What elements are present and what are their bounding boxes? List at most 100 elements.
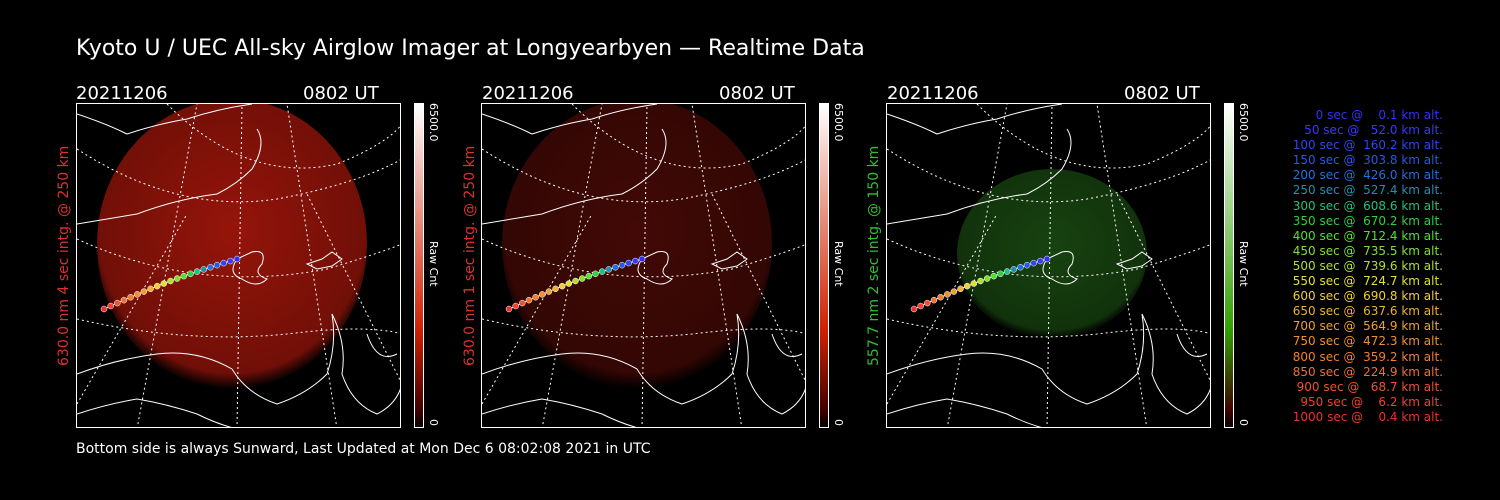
trajectory-point xyxy=(917,302,924,310)
panel-1-colorbar-min: 0 xyxy=(427,419,440,426)
legend-entry: 700 sec @ 564.9 km alt. xyxy=(1288,319,1443,334)
latitude-line xyxy=(976,104,1210,169)
trajectory-point xyxy=(107,302,114,310)
panel-1-colorbar-max: 6500.0 xyxy=(427,103,440,142)
longitude-line xyxy=(711,193,805,382)
trajectory-point xyxy=(173,275,181,282)
trajectory-point xyxy=(1023,261,1031,269)
trajectory-point xyxy=(963,282,971,290)
longitude-line xyxy=(306,193,400,382)
trajectory-point xyxy=(944,291,951,298)
latitude-line xyxy=(887,318,1210,338)
svalbard-island xyxy=(232,251,268,285)
legend-entry: 1000 sec @ 0.4 km alt. xyxy=(1292,409,1443,424)
legend-entry: 450 sec @ 735.5 km alt. xyxy=(1288,243,1443,258)
panel-2-colorbar xyxy=(819,103,829,428)
panel-1-image xyxy=(76,103,401,428)
panel-3-colorbar-label: Raw Cnt xyxy=(1237,241,1250,287)
latitude-line xyxy=(166,104,400,169)
trajectory-point xyxy=(558,282,566,290)
trajectory-point xyxy=(605,266,612,273)
coastline xyxy=(482,398,637,427)
trajectory-point xyxy=(578,275,586,282)
trajectory-point xyxy=(598,268,606,275)
trajectory-point xyxy=(160,280,168,287)
panel-2-side-label: 630.0 nm 1 sec intg. @ 250 km xyxy=(462,145,478,366)
trajectory-point xyxy=(937,293,944,301)
panel-2-colorbar-min: 0 xyxy=(832,419,845,426)
longitude-line xyxy=(887,213,998,405)
trajectory-point xyxy=(100,305,108,313)
trajectory-point xyxy=(213,261,221,269)
panel-1-date: 20211206 xyxy=(76,83,168,104)
panel-1-time: 0802 UT xyxy=(303,83,379,104)
trajectory-point xyxy=(147,285,154,293)
coastline xyxy=(77,104,262,225)
trajectory-point xyxy=(618,261,626,269)
trajectory-point xyxy=(612,263,619,271)
legend-entry: 200 sec @ 426.0 km alt. xyxy=(1288,168,1443,183)
latitude-line xyxy=(77,318,400,338)
legend-entry: 800 sec @ 359.2 km alt. xyxy=(1288,349,1443,364)
legend-entry: 150 sec @ 303.8 km alt. xyxy=(1288,153,1443,168)
legend-entry: 350 sec @ 670.2 km alt. xyxy=(1288,213,1443,228)
legend-entry: 550 sec @ 724.7 km alt. xyxy=(1288,274,1443,289)
panel-3-colorbar-max: 6500.0 xyxy=(1237,103,1250,142)
trajectory-point xyxy=(227,257,234,265)
legend-entry: 650 sec @ 637.6 km alt. xyxy=(1288,304,1443,319)
airglow-field xyxy=(957,169,1147,339)
airglow-field xyxy=(502,104,772,389)
panel-2-map xyxy=(482,104,805,427)
longitude-line xyxy=(1116,193,1210,382)
trajectory-point xyxy=(552,285,559,293)
legend-entry: 500 sec @ 739.6 km alt. xyxy=(1288,258,1443,273)
panel-1-colorbar xyxy=(414,103,424,428)
trajectory-point xyxy=(233,255,241,263)
legend-entry: 950 sec @ 6.2 km alt. xyxy=(1296,394,1443,409)
trajectory-point xyxy=(1037,257,1044,265)
trajectory-point xyxy=(120,296,128,304)
trajectory-point xyxy=(512,302,519,310)
airglow-field xyxy=(97,104,367,389)
panel-2-time: 0802 UT xyxy=(719,83,795,104)
legend-entry: 300 sec @ 608.6 km alt. xyxy=(1288,198,1443,213)
trajectory-point xyxy=(957,285,964,293)
trajectory-point xyxy=(207,263,214,271)
trajectory-point xyxy=(1003,268,1011,275)
trajectory-point xyxy=(519,299,526,307)
trajectory-point xyxy=(539,291,546,298)
trajectory-point xyxy=(180,272,188,280)
legend-entry: 900 sec @ 68.7 km alt. xyxy=(1292,379,1443,394)
panel-3-side-label: 557.7 nm 2 sec intg. @ 150 km xyxy=(866,145,882,366)
panel-2-colorbar-label: Raw Cnt xyxy=(832,241,845,287)
trajectory-point xyxy=(1017,263,1024,271)
longitude-line xyxy=(136,104,198,427)
coastline xyxy=(482,104,667,225)
trajectory-point xyxy=(167,277,174,285)
trajectory-point xyxy=(977,277,984,285)
trajectory-point xyxy=(950,288,958,295)
panel-2-colorbar-max: 6500.0 xyxy=(832,103,845,142)
trajectory-point xyxy=(114,299,121,307)
legend-entry: 600 sec @ 690.8 km alt. xyxy=(1288,289,1443,304)
trajectory-point xyxy=(997,270,1004,278)
trajectory-point xyxy=(638,255,646,263)
trajectory-point xyxy=(970,280,978,287)
panel-3-image xyxy=(886,103,1211,428)
latitude-line xyxy=(77,238,400,278)
panel-3-map xyxy=(887,104,1210,427)
coastline xyxy=(77,313,335,405)
page-title: Kyoto U / UEC All-sky Airglow Imager at … xyxy=(76,36,865,61)
island xyxy=(305,251,343,270)
panel-3-date: 20211206 xyxy=(887,83,979,104)
panel-1-colorbar-label: Raw Cnt xyxy=(427,241,440,287)
longitude-line xyxy=(482,213,593,405)
trajectory-point xyxy=(565,280,573,287)
footer-note: Bottom side is always Sunward, Last Upda… xyxy=(76,441,651,457)
trajectory-point xyxy=(220,259,227,267)
trajectory-point xyxy=(924,299,931,307)
coastline xyxy=(887,398,1042,427)
trajectory-point xyxy=(1030,259,1037,267)
coastline xyxy=(482,313,740,405)
latitude-line xyxy=(571,104,805,169)
